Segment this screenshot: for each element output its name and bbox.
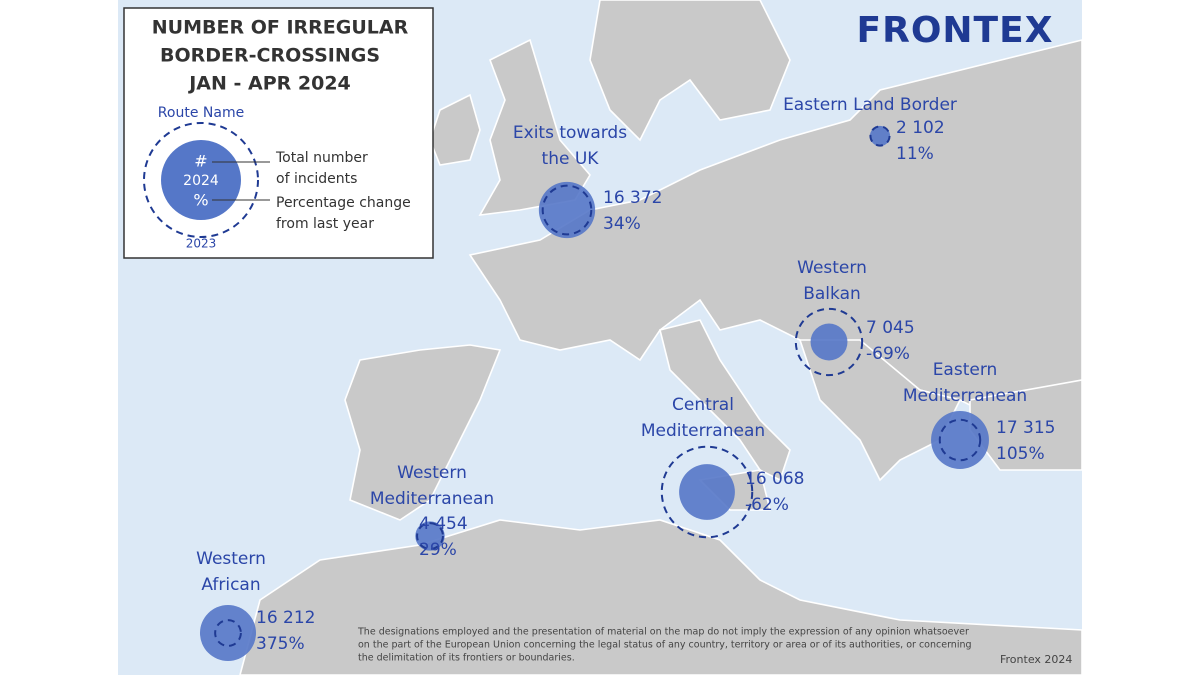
route-count: 16 212	[256, 608, 315, 628]
route-2023-circle	[938, 418, 982, 462]
italy	[659, 319, 791, 482]
balkans	[798, 339, 962, 482]
legend-symbol: 2024	[183, 173, 219, 189]
route-2023-circle	[214, 619, 242, 647]
route-name: the UK	[542, 149, 600, 169]
route-name: Western	[397, 463, 467, 483]
logo: FRONTEX	[857, 10, 1054, 51]
route-change: -69%	[866, 344, 910, 364]
route-change: 105%	[996, 444, 1045, 464]
legend-text: of incidents	[276, 171, 357, 187]
route-2023-circle	[869, 125, 891, 147]
route-2024-circle	[199, 604, 257, 662]
route-name: Central	[672, 395, 734, 415]
legend-box	[123, 7, 434, 259]
legend-route-name: Route Name	[158, 105, 244, 121]
route-2024-circle	[679, 464, 735, 520]
legend-text: Total number	[275, 150, 368, 166]
route-name: Balkan	[803, 284, 861, 304]
scandinavia	[589, 0, 791, 142]
legend-2023: 2023	[186, 237, 217, 251]
legend-text: from last year	[276, 216, 374, 232]
legend-text: Percentage change	[276, 195, 411, 211]
route-2024-circle	[810, 323, 848, 361]
disclaimer: on the part of the European Union concer…	[358, 640, 972, 651]
route-name: Mediterranean	[641, 421, 765, 441]
route-count: 16 068	[745, 469, 804, 489]
legend-title: NUMBER OF IRREGULAR	[152, 17, 409, 39]
route-change: -62%	[745, 495, 789, 515]
route-2023-circle	[541, 184, 593, 236]
route-name: African	[201, 575, 260, 595]
route-2024-circle	[869, 125, 891, 147]
disclaimer: the delimitation of its frontiers or bou…	[358, 653, 575, 664]
route-name: Eastern	[933, 360, 998, 380]
disclaimer: The designations employed and the presen…	[357, 627, 969, 638]
legend: NUMBER OF IRREGULAR BORDER-CROSSINGS JAN…	[123, 7, 434, 259]
route-count: 17 315	[996, 418, 1055, 438]
route-name: Eastern Land Border	[783, 95, 957, 115]
north-africa	[239, 519, 1083, 675]
legend-symbol: #	[194, 152, 207, 171]
legend-2023-circle	[143, 122, 259, 238]
route-change: 375%	[256, 634, 305, 654]
legend-title: BORDER-CROSSINGS	[160, 45, 380, 67]
route-name: Exits towards	[513, 123, 627, 143]
iberia	[344, 344, 502, 521]
route-name: Western	[797, 258, 867, 278]
route-change: 29%	[419, 540, 457, 560]
credit: Frontex 2024	[1000, 653, 1072, 666]
route-2023-circle	[416, 522, 444, 550]
route-change: 34%	[603, 214, 641, 234]
route-2023-circle	[794, 307, 864, 377]
route-count: 4 454	[419, 514, 468, 534]
route-name: Mediterranean	[370, 489, 494, 509]
route-2023-circle	[660, 445, 754, 539]
route-change: 11%	[896, 144, 934, 164]
legend-symbol: %	[193, 191, 208, 210]
route-count: 7 045	[866, 318, 915, 338]
route-name: Mediterranean	[903, 386, 1027, 406]
route-2024-circle	[415, 521, 445, 551]
route-2024-circle	[538, 181, 596, 239]
route-name: Western	[196, 549, 266, 569]
legend-title: JAN - APR 2024	[187, 73, 351, 95]
route-count: 2 102	[896, 118, 945, 138]
route-count: 16 372	[603, 188, 662, 208]
land	[239, 0, 1083, 675]
